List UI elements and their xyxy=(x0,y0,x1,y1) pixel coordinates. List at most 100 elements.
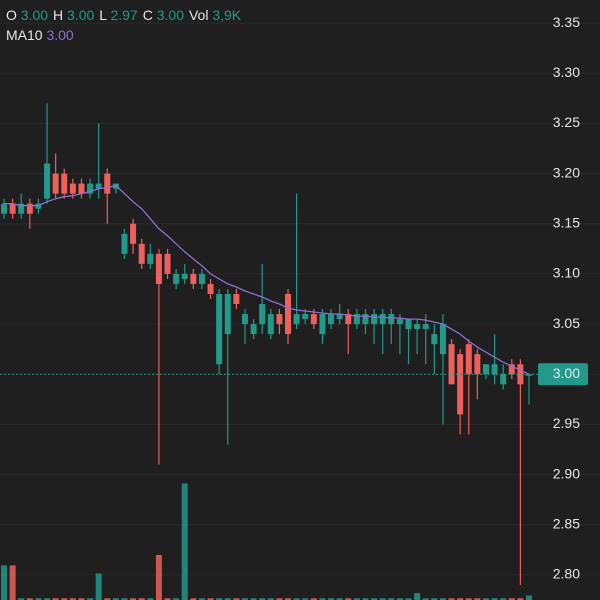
volume-bar xyxy=(457,598,464,600)
candle-body xyxy=(267,314,274,335)
volume-bar xyxy=(405,598,412,600)
candle-body xyxy=(465,344,472,375)
candle-body xyxy=(147,253,154,264)
header-value: 3.00 xyxy=(67,7,95,23)
volume-bar xyxy=(121,598,128,600)
volume-bar xyxy=(310,598,317,600)
y-tick-label: 2.95 xyxy=(553,415,580,431)
volume-bar xyxy=(26,598,33,600)
y-tick-label: 3.20 xyxy=(553,164,580,180)
volume-bar xyxy=(414,593,421,600)
candle-body xyxy=(69,183,76,194)
candle-body xyxy=(345,314,352,325)
volume-bar xyxy=(233,598,240,600)
candle-body xyxy=(198,273,205,284)
volume-bar xyxy=(190,598,197,600)
candle-body xyxy=(457,354,464,415)
volume-bar xyxy=(18,598,25,600)
volume-bar xyxy=(112,598,119,600)
candle-body xyxy=(130,223,137,244)
volume-bar xyxy=(87,598,94,600)
candle-body xyxy=(353,314,360,325)
candle-body xyxy=(293,314,300,325)
y-tick-label: 2.85 xyxy=(553,515,580,531)
candle-body xyxy=(233,293,240,305)
volume-bar xyxy=(35,598,42,600)
volume-bar xyxy=(267,598,274,600)
volume-bar xyxy=(216,598,223,600)
volume-bar xyxy=(1,565,7,600)
candle-body xyxy=(104,173,111,194)
volume-bar xyxy=(448,598,455,600)
volume-bar xyxy=(9,565,16,600)
last-price-box xyxy=(538,363,588,386)
candle-body xyxy=(164,253,171,274)
candle-body xyxy=(61,173,68,194)
volume-bar xyxy=(345,598,352,600)
volume-bar xyxy=(164,598,171,600)
candle-body xyxy=(18,203,25,214)
y-tick-label: 3.15 xyxy=(553,214,580,230)
volume-bar xyxy=(353,598,360,600)
candle-body xyxy=(121,233,128,254)
y-tick-label: 2.90 xyxy=(553,465,580,481)
volume-bar xyxy=(302,598,309,600)
candle-body xyxy=(336,314,343,320)
candle-body xyxy=(414,324,421,330)
candle-body xyxy=(310,314,317,325)
volume-bar xyxy=(396,598,403,600)
volume-bar xyxy=(181,483,188,600)
candle-body xyxy=(431,334,438,345)
volume-bar xyxy=(61,598,68,600)
candle-body xyxy=(9,203,16,214)
volume-bar xyxy=(500,598,507,600)
candle-body xyxy=(285,293,292,335)
candle-body xyxy=(87,183,94,194)
y-tick-label: 2.80 xyxy=(553,566,580,582)
header-label: O xyxy=(6,7,17,23)
volume-bar xyxy=(482,598,489,600)
candle-body xyxy=(439,324,446,355)
candle-body xyxy=(173,273,180,284)
volume-bar xyxy=(362,598,369,600)
volume-bar xyxy=(328,598,335,600)
candle-body xyxy=(371,314,378,325)
y-tick-label: 3.05 xyxy=(553,315,580,331)
candle-body xyxy=(44,163,51,199)
candle-body xyxy=(250,324,257,335)
candle-body xyxy=(302,314,309,320)
candle-body xyxy=(190,273,197,284)
candle-body xyxy=(259,304,266,325)
volume-bar xyxy=(508,598,515,600)
volume-bar xyxy=(241,598,248,600)
candle-body xyxy=(207,283,214,294)
volume-bar xyxy=(138,598,145,600)
y-tick-label: 3.35 xyxy=(553,14,580,30)
volume-bar xyxy=(224,598,231,600)
volume-bar xyxy=(465,598,472,600)
volume-bar xyxy=(319,598,326,600)
volume-bar xyxy=(147,598,154,600)
volume-bar xyxy=(104,598,111,600)
candle-body xyxy=(491,364,498,375)
volume-bar xyxy=(207,598,214,600)
header-value: 2.97 xyxy=(110,7,138,23)
candle-body xyxy=(422,324,429,330)
candle-body xyxy=(224,293,231,335)
volume-bar xyxy=(439,598,446,600)
header-label: H xyxy=(53,7,64,23)
candle-body xyxy=(319,314,326,335)
volume-bar xyxy=(526,595,532,600)
header-label: Vol xyxy=(188,7,209,23)
candle-body xyxy=(379,314,386,325)
candle-body xyxy=(500,374,507,385)
candle-body xyxy=(448,344,455,385)
candle-body xyxy=(482,364,489,375)
ma-label: MA10 xyxy=(6,27,43,43)
volume-bar xyxy=(285,598,292,600)
header-value: 3.00 xyxy=(20,7,49,23)
volume-bar xyxy=(44,598,51,600)
candle-body xyxy=(388,314,395,325)
